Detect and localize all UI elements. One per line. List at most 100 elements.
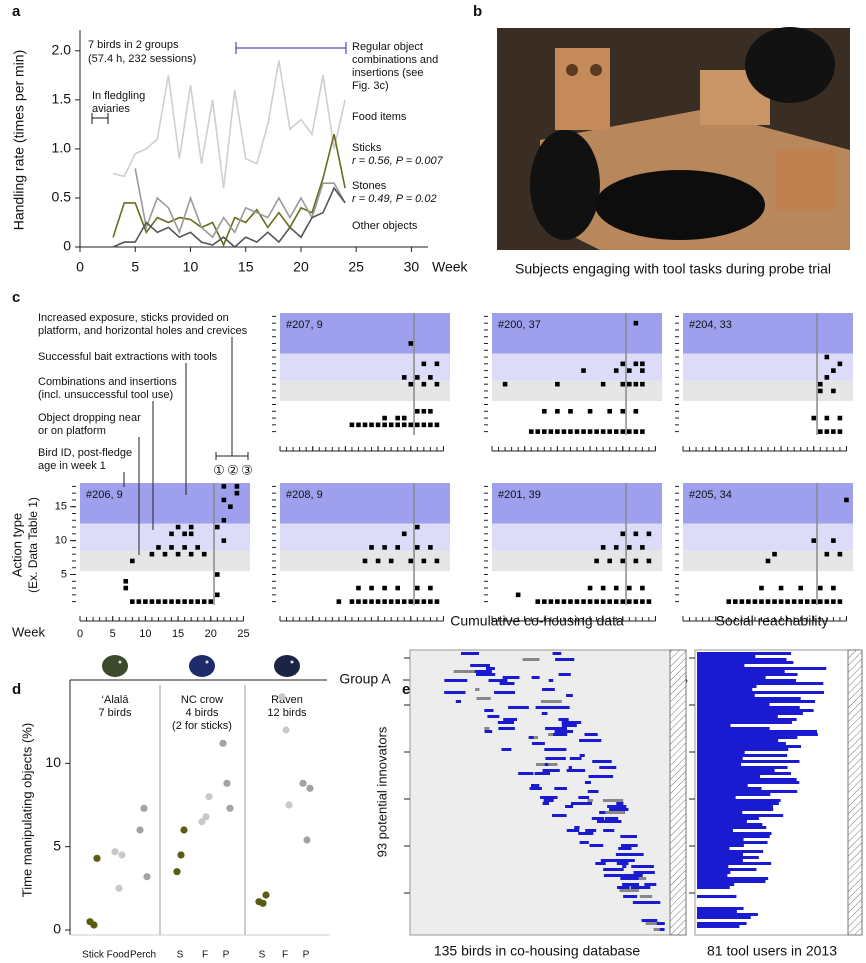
action-dot xyxy=(607,408,612,414)
group-note: 12 birds xyxy=(267,707,307,719)
bracket xyxy=(235,42,347,54)
action-dot xyxy=(765,558,771,564)
cell xyxy=(494,691,515,694)
action-dot xyxy=(123,585,129,591)
x-axis-label: Week xyxy=(432,259,469,275)
cell xyxy=(697,769,775,772)
action-dot xyxy=(415,422,420,428)
caption: Subjects engaging with tool tasks during… xyxy=(515,261,831,277)
action-dot xyxy=(600,599,606,604)
bird-eye xyxy=(205,660,209,664)
action-dot xyxy=(169,545,174,550)
action-dot xyxy=(633,320,639,326)
cell xyxy=(697,790,798,793)
action-dot xyxy=(542,408,547,414)
cell xyxy=(558,673,571,676)
cell xyxy=(499,682,515,685)
cell xyxy=(444,691,466,694)
annotation: Successful bait extractions with tools xyxy=(38,351,218,363)
cell xyxy=(553,733,568,736)
cell xyxy=(607,805,627,808)
action-dot xyxy=(428,408,433,414)
cell xyxy=(555,658,575,661)
action-dot xyxy=(818,388,823,394)
action-dot xyxy=(188,524,194,530)
band-high xyxy=(683,313,853,354)
category-label: Perch xyxy=(130,950,156,961)
action-dot xyxy=(613,545,619,550)
cell xyxy=(502,676,520,679)
action-dot xyxy=(620,531,626,537)
action-dot xyxy=(356,422,361,428)
cell xyxy=(542,802,550,805)
action-dot xyxy=(633,381,639,387)
cell xyxy=(697,787,762,790)
band-mid xyxy=(80,523,250,551)
cell xyxy=(697,715,778,718)
action-dot xyxy=(837,415,843,421)
series-stat: r = 0.56, P = 0.007 xyxy=(352,155,444,167)
cell xyxy=(474,688,480,691)
cell xyxy=(453,670,475,673)
band-low xyxy=(492,380,662,402)
action-dot xyxy=(561,599,567,604)
cell xyxy=(476,697,491,700)
cell xyxy=(528,736,534,739)
action-dot xyxy=(568,429,573,434)
cell xyxy=(552,814,567,817)
action-dot xyxy=(555,408,560,414)
dot xyxy=(259,899,267,907)
action-dot xyxy=(627,599,632,604)
action-dot xyxy=(587,429,593,434)
cell xyxy=(697,670,785,673)
cell xyxy=(621,844,638,847)
action-dot xyxy=(408,381,414,387)
action-dot xyxy=(415,599,420,604)
action-dot xyxy=(434,558,440,564)
cell xyxy=(659,928,665,931)
cell xyxy=(697,862,772,865)
cell xyxy=(485,667,495,670)
y-tick-label: 0 xyxy=(53,921,61,937)
action-dot xyxy=(421,408,427,414)
action-dot xyxy=(818,599,823,604)
cell xyxy=(697,757,743,760)
action-dot xyxy=(221,497,227,503)
cell xyxy=(697,811,743,814)
dot xyxy=(278,693,286,701)
band-low xyxy=(683,380,853,402)
cell xyxy=(603,820,622,823)
cell xyxy=(697,691,825,694)
cell xyxy=(644,883,657,886)
action-dot xyxy=(568,599,573,604)
group-note: (2 for sticks) xyxy=(172,720,232,732)
cell xyxy=(697,925,740,928)
category-label: F xyxy=(202,950,208,961)
action-dot xyxy=(369,545,374,550)
cell xyxy=(697,886,730,889)
action-dot xyxy=(362,422,368,428)
action-dot xyxy=(188,551,194,557)
dot xyxy=(262,891,270,899)
action-dot xyxy=(421,361,427,367)
action-dot xyxy=(818,585,823,591)
band-low xyxy=(80,550,250,572)
cell xyxy=(529,787,542,790)
annotation: combinations and xyxy=(352,54,438,66)
annotation: age in week 1 xyxy=(38,460,106,472)
cell xyxy=(484,727,490,730)
action-dot xyxy=(395,415,400,421)
cell xyxy=(697,676,766,679)
action-dot xyxy=(188,599,194,604)
cell xyxy=(697,760,800,763)
action-dot xyxy=(375,422,381,428)
cell xyxy=(697,766,788,769)
series-line xyxy=(134,168,346,239)
cell xyxy=(697,841,768,844)
action-dot xyxy=(401,415,407,421)
x-tick-label: 10 xyxy=(139,628,151,640)
cell xyxy=(531,742,545,745)
action-dot xyxy=(824,429,830,434)
action-dot xyxy=(568,408,573,414)
